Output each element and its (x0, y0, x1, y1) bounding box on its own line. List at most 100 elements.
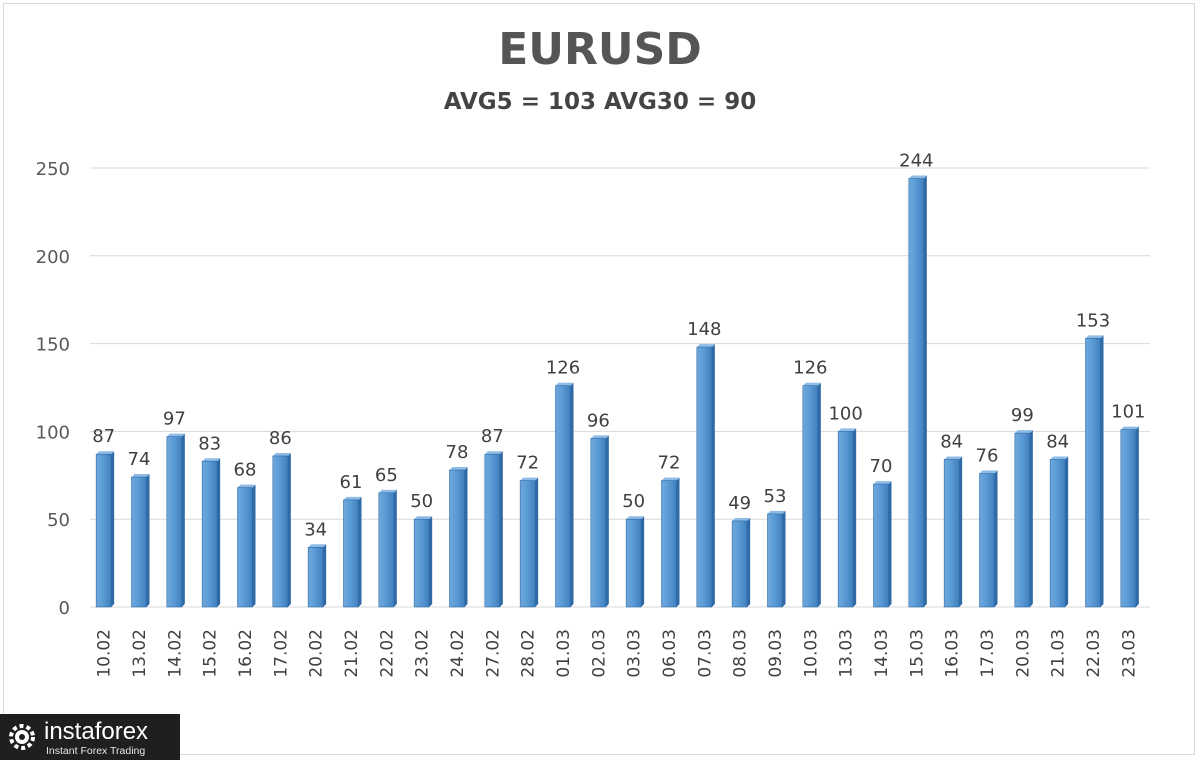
data-label: 74 (128, 449, 151, 470)
x-tick-label: 21.02 (342, 629, 362, 678)
x-tick-label: 22.03 (1084, 629, 1104, 678)
bar (731, 517, 751, 608)
data-label: 50 (410, 491, 433, 512)
bar (837, 428, 857, 608)
data-label: 126 (546, 358, 580, 379)
x-tick-label: 02.03 (589, 629, 609, 678)
x-tick-label: 28.02 (519, 629, 539, 678)
gear-icon (9, 724, 35, 750)
bar (943, 456, 963, 608)
logo-tagline: Instant Forex Trading (46, 745, 146, 757)
bar (413, 516, 433, 608)
data-label: 86 (269, 428, 292, 449)
chart-subtitle: AVG5 = 103 AVG30 = 90 (443, 89, 757, 115)
bar (95, 451, 115, 608)
logo-name: instaforex (44, 718, 149, 745)
x-tick-label: 01.03 (554, 629, 574, 678)
data-label: 78 (446, 442, 469, 463)
data-label: 83 (198, 433, 221, 454)
bar (590, 435, 609, 608)
x-tick-label: 17.03 (978, 629, 998, 678)
bar (1120, 426, 1139, 608)
x-tick-label: 22.02 (377, 629, 397, 678)
x-tick-label: 14.02 (165, 629, 185, 678)
data-label: 126 (793, 358, 827, 379)
y-tick-label: 100 (36, 422, 70, 443)
x-tick-label: 16.02 (236, 629, 256, 678)
data-label: 65 (375, 465, 398, 486)
data-label: 49 (728, 493, 751, 514)
x-tick-label: 15.02 (201, 629, 221, 678)
bar (272, 452, 291, 608)
instaforex-logo: instaforex Instant Forex Trading (0, 714, 180, 760)
data-label: 96 (587, 410, 610, 431)
data-label: 34 (304, 519, 327, 540)
gridlines (90, 167, 1150, 608)
bar (519, 477, 539, 608)
bar (201, 458, 221, 608)
y-tick-label: 250 (36, 159, 70, 180)
x-tick-label: 10.02 (95, 629, 115, 678)
bar (307, 544, 327, 608)
bar (484, 451, 503, 608)
data-label: 97 (163, 409, 186, 430)
data-label: 87 (92, 426, 115, 447)
bar (979, 470, 998, 608)
x-tick-label: 03.03 (625, 629, 645, 678)
x-tick-label: 17.02 (271, 629, 291, 678)
y-axis-ticks: 0 50 100 150 200 250 (36, 159, 70, 619)
x-tick-label: 20.02 (307, 629, 327, 678)
bar (1014, 430, 1033, 608)
bar (625, 516, 645, 608)
data-label: 50 (622, 491, 645, 512)
data-label: 72 (516, 453, 539, 474)
bar (696, 344, 715, 608)
data-label: 148 (687, 319, 721, 340)
bar (237, 484, 256, 608)
data-label: 87 (481, 426, 504, 447)
bar (802, 382, 821, 608)
x-tick-label: 08.03 (731, 629, 751, 678)
data-label: 153 (1076, 310, 1110, 331)
x-tick-label: 15.03 (907, 629, 927, 678)
data-label: 244 (899, 151, 933, 172)
y-tick-label: 0 (59, 598, 70, 619)
x-tick-label: 23.02 (413, 629, 433, 678)
data-label: 101 (1111, 402, 1145, 423)
x-tick-label: 16.03 (943, 629, 963, 678)
bar (378, 489, 397, 608)
data-label: 61 (340, 472, 363, 493)
data-label: 84 (1046, 431, 1069, 452)
data-label: 68 (234, 460, 257, 481)
x-tick-label: 14.03 (872, 629, 892, 678)
data-label: 100 (828, 403, 862, 424)
x-axis-ticks: 10.02 13.02 14.02 15.02 16.02 17.02 20.02 21.02… (95, 629, 1140, 678)
bar (449, 467, 468, 608)
bar (1049, 456, 1069, 608)
data-label: 72 (658, 453, 681, 474)
data-label: 53 (764, 486, 787, 507)
bar (343, 496, 362, 608)
x-tick-label: 24.02 (448, 629, 468, 678)
data-label: 70 (870, 456, 893, 477)
y-tick-label: 50 (47, 510, 70, 531)
x-tick-label: 10.03 (801, 629, 821, 678)
x-tick-label: 09.03 (766, 629, 786, 678)
x-tick-label: 23.03 (1119, 629, 1139, 678)
x-tick-label: 07.03 (695, 629, 715, 678)
data-label: 76 (976, 446, 999, 467)
bar (131, 474, 150, 608)
bars (95, 175, 1139, 608)
bar (873, 481, 892, 608)
x-tick-label: 13.03 (837, 629, 857, 678)
y-tick-label: 200 (36, 247, 70, 268)
data-label: 99 (1011, 405, 1034, 426)
x-tick-label: 21.03 (1049, 629, 1069, 678)
bar (661, 477, 680, 608)
bar (767, 510, 786, 608)
chart-frame (3, 3, 1195, 755)
chart-title: EURUSD (498, 24, 702, 75)
x-tick-label: 20.03 (1013, 629, 1033, 678)
x-tick-label: 06.03 (660, 629, 680, 678)
